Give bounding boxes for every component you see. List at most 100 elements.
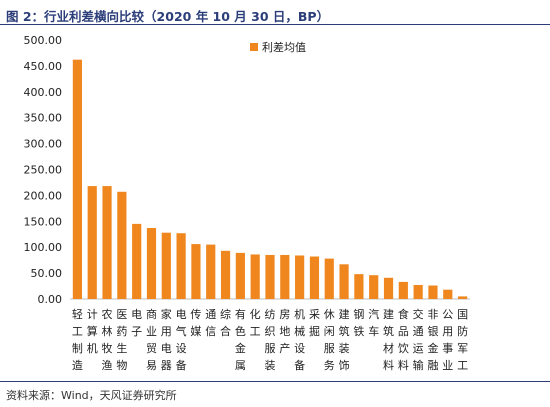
x-tick-label: 轻 xyxy=(72,307,83,321)
x-tick-label: 械 xyxy=(294,324,305,338)
y-tick-label: 0.00 xyxy=(38,293,63,306)
x-tick-label: 建 xyxy=(383,307,394,321)
bar xyxy=(295,255,305,299)
legend-swatch xyxy=(250,43,258,51)
x-tick-label: 物 xyxy=(116,358,127,372)
x-tick-label: 材 xyxy=(383,341,394,355)
bar xyxy=(398,281,408,299)
x-tick-label: 色 xyxy=(235,324,246,338)
x-tick-label: 易 xyxy=(146,359,157,372)
bar xyxy=(324,258,334,299)
x-tick-label: 医 xyxy=(116,308,127,321)
bar xyxy=(413,285,423,299)
x-tick-label: 军 xyxy=(457,342,468,355)
bar xyxy=(176,233,186,299)
y-tick-label: 250.00 xyxy=(24,164,63,177)
x-tick-label: 公 xyxy=(442,308,453,321)
bar-chart: 0.00 50.00 100.00 150.00 200.00 250.00 300.00 3… xyxy=(24,34,470,372)
x-tick-label: 饰 xyxy=(339,358,350,372)
x-tick-label: 金 xyxy=(427,341,438,355)
title-divider xyxy=(0,24,550,25)
x-tick-label: 汽 xyxy=(368,307,379,321)
bar xyxy=(369,275,379,299)
x-tick-label: 装 xyxy=(265,359,276,372)
x-tick-label: 银 xyxy=(427,324,438,338)
x-tick-label: 运 xyxy=(413,342,424,355)
x-tick-label: 媒 xyxy=(190,325,201,338)
bar xyxy=(87,186,97,299)
x-tick-label: 通 xyxy=(205,308,216,321)
x-tick-label: 家 xyxy=(161,307,172,321)
x-tick-label: 生 xyxy=(116,341,127,355)
x-tick-label: 筑 xyxy=(339,324,350,338)
x-tick-label: 工 xyxy=(250,325,261,338)
y-tick-label: 150.00 xyxy=(24,215,63,228)
bar xyxy=(458,296,468,299)
x-tick-label: 交 xyxy=(413,307,424,321)
x-tick-label: 饮 xyxy=(398,342,409,355)
x-tick-label: 掘 xyxy=(309,324,320,338)
x-tick-label: 渔 xyxy=(102,359,113,372)
bar xyxy=(220,250,231,299)
x-tick-label: 织 xyxy=(265,325,276,338)
x-tick-label: 贸 xyxy=(146,342,157,355)
bar xyxy=(117,191,127,299)
x-tick-label: 器 xyxy=(161,359,172,372)
x-tick-label: 商 xyxy=(146,307,157,321)
x-tick-label: 地 xyxy=(279,325,290,338)
bar xyxy=(354,274,364,299)
bar xyxy=(191,244,201,299)
x-tick-label: 产 xyxy=(279,341,290,355)
x-tick-label: 牧 xyxy=(102,341,113,355)
x-tick-label: 料 xyxy=(383,358,394,372)
bar xyxy=(250,254,260,299)
x-tick-label: 算 xyxy=(87,324,98,338)
x-tick-label: 气 xyxy=(176,324,187,338)
y-tick-label: 350.00 xyxy=(24,112,63,125)
y-tick-label: 500.00 xyxy=(24,34,63,47)
x-tick-label: 造 xyxy=(72,358,83,372)
x-tick-label: 合 xyxy=(220,324,231,338)
x-tick-label: 通 xyxy=(413,325,424,338)
x-tick-label: 服 xyxy=(265,342,276,355)
bar xyxy=(280,254,290,299)
y-tick-label: 300.00 xyxy=(24,138,63,151)
x-tick-label: 料 xyxy=(398,358,409,372)
x-tick-label: 机 xyxy=(294,307,305,321)
x-tick-label: 属 xyxy=(235,359,246,372)
x-tick-label: 筑 xyxy=(383,324,394,338)
bar xyxy=(265,254,275,299)
x-tick-label: 传 xyxy=(190,308,201,321)
x-tick-label: 农 xyxy=(102,307,113,321)
x-tick-label: 设 xyxy=(294,342,305,355)
y-tick-label: 100.00 xyxy=(24,241,63,254)
x-tick-label: 服 xyxy=(324,342,335,355)
x-tick-label: 化 xyxy=(250,307,261,321)
legend-label: 利差均值 xyxy=(262,40,306,54)
x-tick-label: 工 xyxy=(457,359,468,372)
x-tick-label: 纺 xyxy=(265,307,276,321)
bar xyxy=(132,223,142,299)
x-tick-label: 国 xyxy=(457,308,468,321)
x-tick-label: 建 xyxy=(339,307,350,321)
x-tick-label: 非 xyxy=(427,308,438,321)
y-tick-label: 50.00 xyxy=(31,267,63,280)
x-tick-label: 药 xyxy=(116,325,127,338)
x-tick-label: 机 xyxy=(87,341,98,355)
x-tick-label: 备 xyxy=(294,358,305,372)
bar xyxy=(339,264,349,299)
x-tick-label: 装 xyxy=(339,342,350,355)
footer-divider xyxy=(0,381,550,382)
x-tick-label: 林 xyxy=(102,324,113,338)
x-tick-label: 备 xyxy=(176,358,187,372)
x-tick-label: 用 xyxy=(161,325,172,338)
bar xyxy=(309,256,320,299)
x-tick-label: 电 xyxy=(176,308,187,321)
bar xyxy=(102,186,112,299)
x-tick-label: 闲 xyxy=(324,324,335,338)
x-tick-label: 信 xyxy=(205,325,216,338)
x-tick-label: 子 xyxy=(131,325,142,338)
bar xyxy=(206,244,216,299)
x-tick-label: 电 xyxy=(131,308,142,321)
x-tick-label: 防 xyxy=(457,324,468,338)
